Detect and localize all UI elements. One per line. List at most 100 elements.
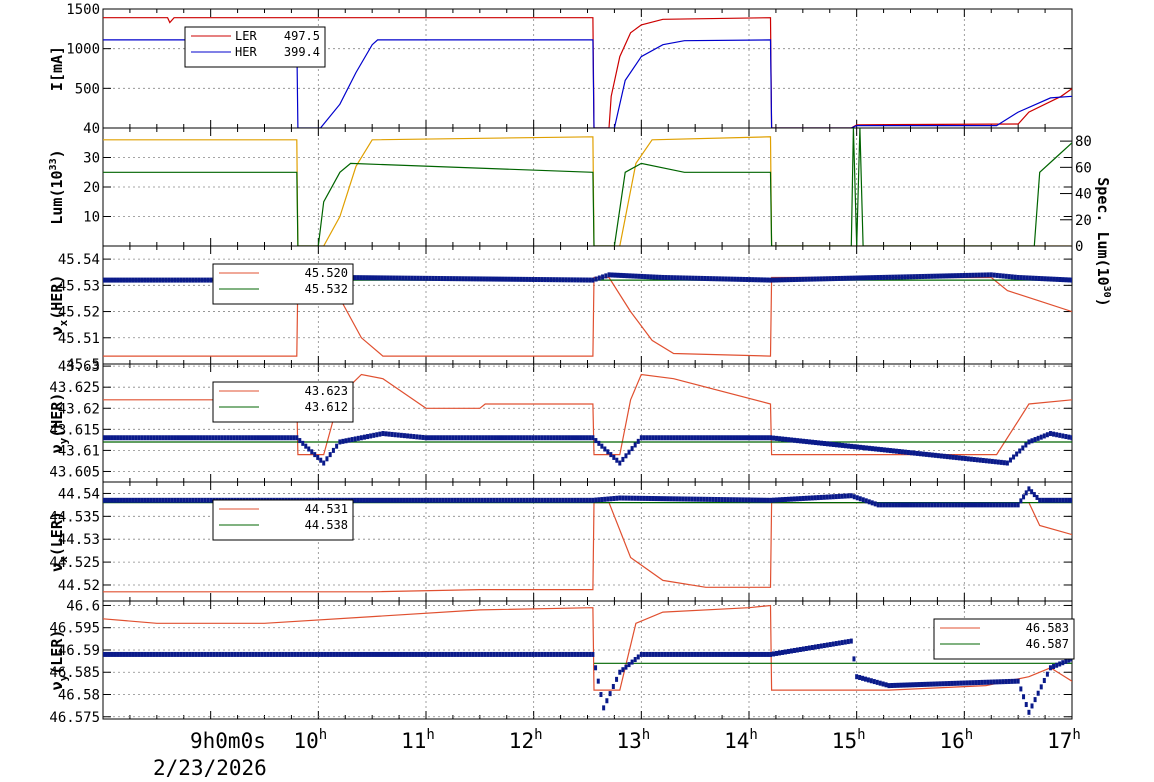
measured-point [1055, 432, 1059, 438]
measured-point [188, 277, 192, 283]
measured-point [675, 651, 679, 657]
y-tick-label: 45.53 [58, 278, 100, 294]
measured-point [173, 651, 177, 657]
measured-point [867, 445, 871, 451]
measured-point [341, 438, 345, 444]
measured-point [332, 651, 336, 657]
measured-point [193, 435, 197, 441]
y-label-tail: (HER) [48, 275, 66, 320]
x-tick-unit: h [642, 727, 650, 743]
measured-point [1048, 431, 1052, 437]
measured-point [396, 497, 400, 503]
measured-point [932, 681, 936, 687]
measured-point [618, 460, 622, 466]
measured-point [1033, 437, 1037, 443]
measured-point [158, 651, 162, 657]
measured-point [766, 277, 770, 283]
measured-point [813, 276, 817, 282]
measured-point [134, 277, 138, 283]
measured-point [971, 272, 975, 278]
measured-point [256, 435, 260, 441]
measured-point [628, 273, 632, 279]
measured-point [483, 651, 487, 657]
measured-point [272, 651, 276, 657]
measured-point [131, 277, 135, 283]
measured-point [969, 502, 973, 508]
measured-point [984, 458, 988, 464]
measured-point [113, 435, 117, 441]
measured-point [867, 275, 871, 281]
measured-point [630, 495, 634, 501]
measured-point [278, 651, 282, 657]
measured-point [140, 651, 144, 657]
measured-point [678, 496, 682, 502]
measured-point [455, 276, 459, 282]
measured-point [353, 651, 357, 657]
measured-point [900, 502, 904, 508]
measured-point [176, 497, 180, 503]
measured-point [543, 497, 547, 503]
measured-point [621, 495, 625, 501]
measured-point [510, 497, 514, 503]
measured-point [441, 497, 445, 503]
measured-point [158, 497, 162, 503]
measured-point [1049, 497, 1053, 503]
measured-point [852, 444, 856, 450]
measured-point [609, 496, 613, 502]
measured-point [670, 275, 674, 281]
y-tick-label: 45.52 [58, 305, 100, 321]
measured-point [486, 497, 490, 503]
measured-point [948, 454, 952, 460]
measured-point [475, 435, 479, 441]
x-tick-unit: h [319, 727, 327, 743]
measured-point [769, 651, 773, 657]
measured-point [155, 497, 159, 503]
measured-point [465, 497, 469, 503]
measured-point [962, 272, 966, 278]
measured-point [891, 274, 895, 280]
measured-point [699, 651, 703, 657]
measured-point [418, 434, 422, 440]
measured-point [149, 435, 153, 441]
measured-point [721, 276, 725, 282]
measured-point [182, 651, 186, 657]
measured-point [1061, 277, 1065, 283]
measured-point [125, 497, 129, 503]
measured-point [393, 651, 397, 657]
measured-point [684, 651, 688, 657]
measured-point [705, 496, 709, 502]
measured-point [882, 502, 886, 508]
measured-point [558, 651, 562, 657]
y-label-sub: x [57, 556, 70, 563]
measured-point [933, 273, 937, 279]
measured-point [149, 277, 153, 283]
measured-point [738, 435, 742, 441]
measured-point [754, 435, 758, 441]
measured-point [433, 435, 437, 441]
measured-point [262, 435, 266, 441]
measured-point [161, 497, 165, 503]
measured-point [1007, 274, 1011, 280]
legend: 45.520 45.532 [212, 263, 354, 305]
measured-point [968, 272, 972, 278]
measured-point [206, 497, 210, 503]
measured-point [359, 497, 363, 503]
measured-point [466, 435, 470, 441]
measured-point [248, 651, 252, 657]
measured-point [953, 273, 957, 279]
measured-point [974, 272, 978, 278]
measured-point [633, 495, 637, 501]
measured-point [621, 456, 625, 462]
measured-point [516, 435, 520, 441]
measured-point [935, 681, 939, 687]
measured-point [152, 651, 156, 657]
y-tick-label: 43.605 [49, 464, 100, 480]
measured-point [1055, 662, 1059, 668]
measured-point [909, 274, 913, 280]
measured-point [748, 651, 752, 657]
legend-value: 46.587 [1026, 637, 1069, 651]
legend: 43.623 43.612 [212, 381, 354, 423]
measured-point [467, 276, 471, 282]
measured-point [831, 494, 835, 500]
measured-point [377, 651, 381, 657]
